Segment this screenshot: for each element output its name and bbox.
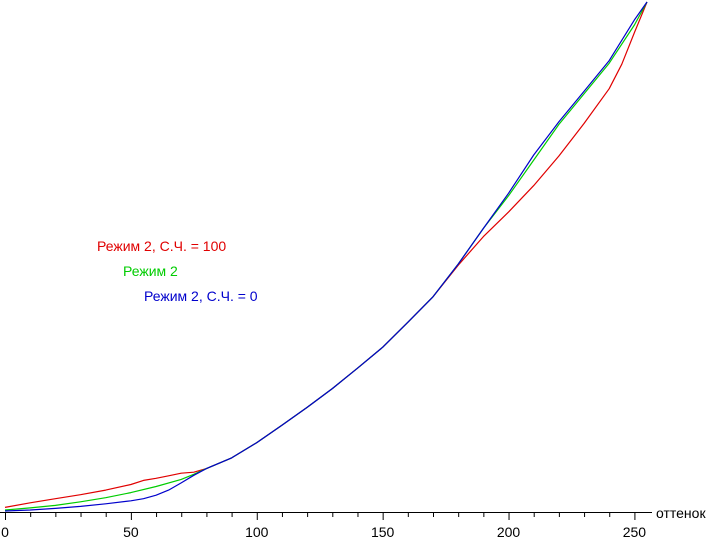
legend-entry-1: Режим 2, С.Ч. = 100 (97, 238, 226, 254)
x-tick-label: 150 (371, 524, 395, 540)
legend-entry-3: Режим 2, С.Ч. = 0 (144, 288, 258, 304)
series-line-2 (4, 1, 648, 511)
x-tick-label: 250 (623, 524, 647, 540)
series-line-1 (4, 1, 648, 508)
x-ticks: 0 50 100 150 200 250 (1, 512, 646, 540)
x-tick-label: 200 (497, 524, 521, 540)
x-tick-label: 50 (123, 524, 139, 540)
legend: Режим 2, С.Ч. = 100 Режим 2 Режим 2, С.Ч. … (97, 238, 258, 304)
legend-entry-2: Режим 2 (123, 263, 178, 279)
series-layer (4, 1, 648, 512)
x-tick-label: 0 (1, 524, 9, 540)
x-tick-label: 100 (245, 524, 269, 540)
x-axis-title: оттенок (656, 505, 706, 521)
series-line-3 (4, 1, 648, 512)
